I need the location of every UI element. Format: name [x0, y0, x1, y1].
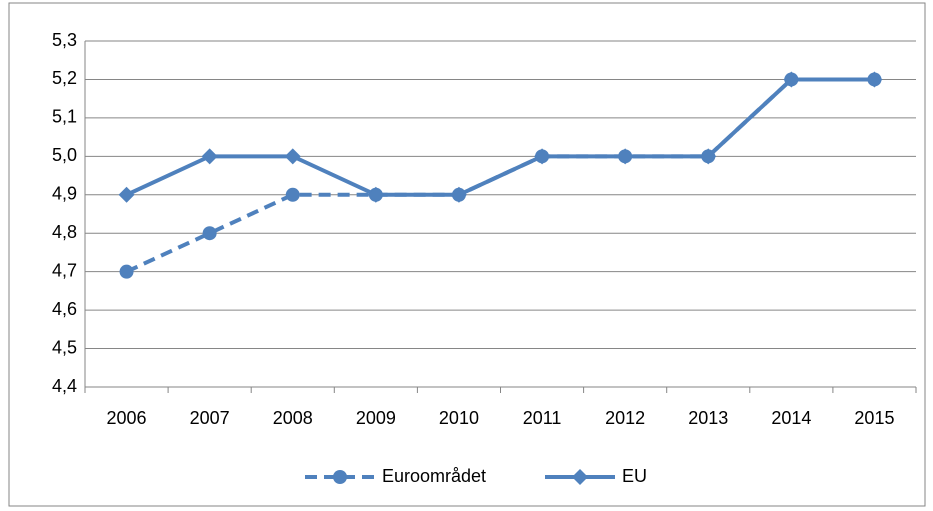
legend-marker — [572, 469, 588, 485]
data-point — [866, 71, 883, 88]
y-tick-label: 5,1 — [52, 107, 77, 127]
x-tick-label: 2007 — [190, 408, 230, 428]
x-tick-label: 2015 — [854, 408, 894, 428]
series-line — [125, 77, 875, 197]
data-point — [285, 187, 300, 202]
y-tick-label: 5,2 — [52, 68, 77, 88]
data-point — [450, 186, 467, 203]
x-tick-label: 2010 — [439, 408, 479, 428]
x-tick-label: 2012 — [605, 408, 645, 428]
y-tick-label: 4,9 — [52, 184, 77, 204]
y-tick-label: 4,4 — [52, 376, 77, 396]
data-point — [202, 226, 217, 241]
x-tick-label: 2014 — [771, 408, 811, 428]
y-tick-label: 4,6 — [52, 299, 77, 319]
legend-label: Euroområdet — [382, 466, 486, 486]
x-tick-label: 2013 — [688, 408, 728, 428]
data-point — [367, 186, 384, 203]
x-tick-label: 2008 — [273, 408, 313, 428]
y-tick-label: 4,5 — [52, 337, 77, 357]
y-tick-label: 5,3 — [52, 30, 77, 50]
x-tick-label: 2009 — [356, 408, 396, 428]
x-tick-label: 2011 — [523, 408, 562, 428]
y-tick-label: 5,0 — [52, 145, 77, 165]
data-point — [700, 148, 717, 165]
y-tick-label: 4,8 — [52, 222, 77, 242]
data-point — [783, 71, 800, 88]
data-point — [118, 186, 135, 203]
data-point — [119, 264, 134, 279]
series-line — [125, 77, 875, 274]
data-point — [534, 148, 551, 165]
data-point — [617, 148, 634, 165]
x-tick-label: 2006 — [107, 408, 147, 428]
legend-label: EU — [622, 466, 647, 486]
data-point — [284, 148, 301, 165]
legend-marker — [333, 470, 347, 484]
y-tick-label: 4,7 — [52, 260, 77, 280]
data-point — [201, 148, 218, 165]
